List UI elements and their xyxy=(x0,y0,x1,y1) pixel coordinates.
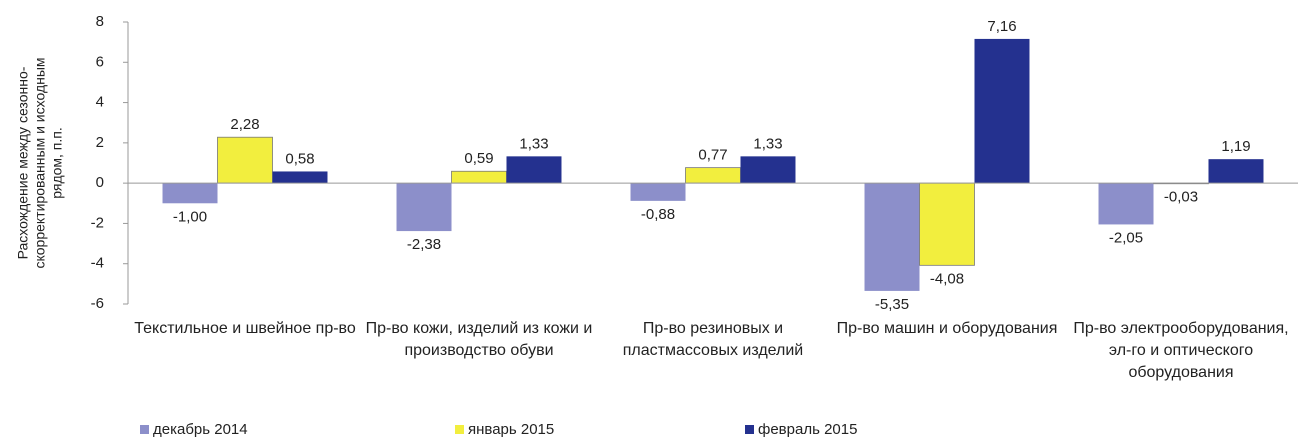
value-label: -2,38 xyxy=(407,236,441,253)
legend-swatch xyxy=(140,425,149,434)
bar xyxy=(451,170,507,184)
value-label: -0,03 xyxy=(1164,189,1198,206)
y-tick-label: 6 xyxy=(96,53,104,70)
value-label: 0,77 xyxy=(698,147,727,164)
bar xyxy=(864,183,920,291)
bar xyxy=(217,136,273,184)
y-tick-label: 8 xyxy=(96,13,104,30)
bar xyxy=(272,171,328,184)
x-tick-label: Пр-во машин и оборудования xyxy=(836,320,1058,337)
bar xyxy=(974,38,1030,184)
bar xyxy=(740,156,796,184)
value-label: 7,16 xyxy=(987,18,1016,35)
bar xyxy=(1208,159,1264,184)
legend-label: январь 2015 xyxy=(468,421,554,438)
y-tick-label: 4 xyxy=(96,94,104,111)
y-axis-label: Расхождение между сезонно-скорректирован… xyxy=(14,57,65,269)
legend-swatch xyxy=(745,425,754,434)
value-label: -0,88 xyxy=(641,206,675,223)
y-tick-label: -2 xyxy=(91,214,104,231)
value-label: 0,59 xyxy=(464,150,493,167)
legend-label: декабрь 2014 xyxy=(153,421,248,438)
bar xyxy=(1098,183,1154,225)
legend-label: февраль 2015 xyxy=(758,421,857,438)
value-label: 1,19 xyxy=(1221,138,1250,155)
bar xyxy=(919,182,975,266)
value-label: 2,28 xyxy=(230,116,259,133)
value-label: 0,58 xyxy=(285,150,314,167)
bar xyxy=(630,183,686,201)
x-tick-label: Пр-во кожи, изделий из кожи и производст… xyxy=(365,320,593,359)
value-label: -1,00 xyxy=(173,208,207,225)
y-tick-label: 0 xyxy=(96,174,104,191)
x-tick-label: Пр-во электрооборудования, эл-го и оптич… xyxy=(1073,320,1289,381)
bar xyxy=(162,183,218,204)
y-tick-label: -6 xyxy=(91,295,104,312)
legend-swatch xyxy=(455,425,464,434)
y-tick-label: 2 xyxy=(96,134,104,151)
bar xyxy=(506,156,562,184)
x-tick-label: Пр-во резиновых и пластмассовых изделий xyxy=(622,320,804,359)
value-label: 1,33 xyxy=(753,135,782,152)
value-label: -2,05 xyxy=(1109,229,1143,246)
value-label: -4,08 xyxy=(930,270,964,287)
y-tick-label: -4 xyxy=(91,255,104,272)
x-tick-label: Текстильное и швейное пр-во xyxy=(134,320,356,337)
bar xyxy=(396,183,452,232)
bar xyxy=(685,167,741,184)
value-label: 1,33 xyxy=(519,135,548,152)
value-label: -5,35 xyxy=(875,296,909,313)
